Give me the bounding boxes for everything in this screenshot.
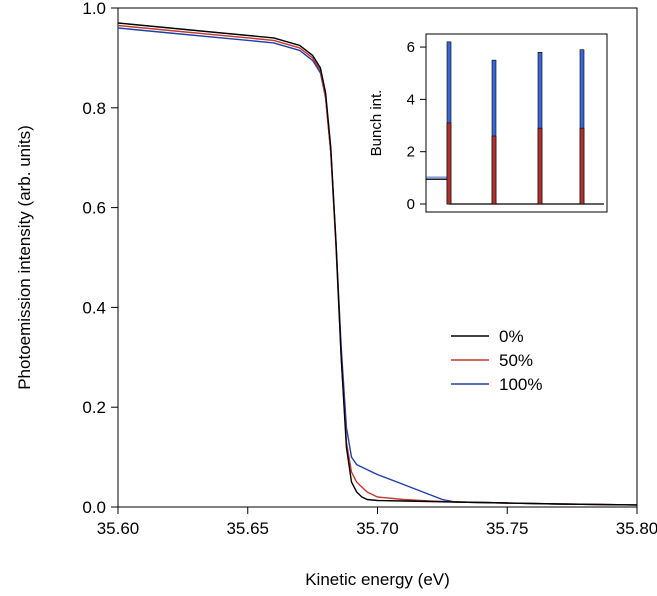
inset-y-tick-label: 2 — [407, 144, 415, 161]
main-plot: 35.60 35.65 35.70 35.75 35.80 0.00.20.40.60.… — [15, 0, 657, 589]
y-tick-label: 0.0 — [82, 498, 106, 517]
inset-bar — [579, 127, 585, 205]
legend-label: 50% — [499, 351, 533, 370]
inset-y-tick-label: 0 — [407, 196, 415, 213]
series-lines — [117, 22, 638, 506]
legend-label: 0% — [499, 327, 524, 346]
legend-label: 100% — [499, 375, 542, 394]
x-tick-label: 35.80 — [616, 519, 657, 538]
inset-bar — [491, 135, 497, 205]
inset-y-axis-label: Bunch int. — [368, 90, 385, 157]
x-axis-label: Kinetic energy (eV) — [305, 570, 450, 589]
series-line-0 — [117, 22, 638, 506]
inset-bars — [426, 41, 604, 205]
series-line-2 — [117, 27, 638, 506]
y-axis-label: Photoemission intensity (arb. units) — [15, 125, 34, 390]
inset-plot: 0 2 4 6 Bunch int. — [368, 33, 608, 213]
inset-frame — [425, 33, 608, 213]
inset-bar — [537, 127, 543, 205]
y-axis-ticks: 0.0 0.2 0.4 0.6 0.8 1.0 — [82, 0, 118, 517]
y-tick-label: 0.8 — [82, 99, 106, 118]
x-tick-label: 35.75 — [486, 519, 529, 538]
x-axis-ticks: 35.60 35.65 35.70 35.75 35.80 — [97, 507, 657, 538]
inset-y-axis-ticks: 0 2 4 6 — [407, 39, 426, 213]
inset-y-tick-label: 4 — [407, 91, 415, 108]
y-tick-label: 0.6 — [82, 199, 106, 218]
y-tick-label: 1.0 — [82, 0, 106, 18]
legend: 0% 50% 100% — [451, 327, 542, 394]
x-tick-label: 35.60 — [97, 519, 140, 538]
inset-y-tick-label: 6 — [407, 39, 415, 56]
y-tick-label: 0.2 — [82, 398, 106, 417]
x-tick-label: 35.65 — [226, 519, 269, 538]
inset-bar — [446, 122, 452, 205]
x-tick-label: 35.70 — [356, 519, 399, 538]
y-tick-label: 0.4 — [82, 298, 106, 317]
